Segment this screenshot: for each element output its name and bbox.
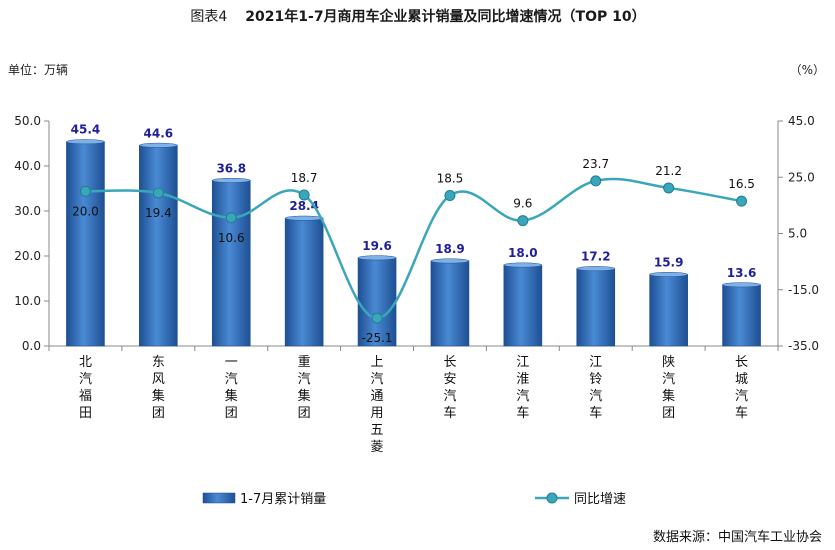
category-label: 江铃汽车 <box>589 355 602 421</box>
line-point <box>79 185 91 197</box>
bar-top <box>722 282 761 288</box>
left-tick-label: 40.0 <box>14 159 41 173</box>
right-tick-label: 5.0 <box>788 227 807 241</box>
line-value-label: -25.1 <box>362 331 393 345</box>
line-point <box>736 195 748 207</box>
right-tick-label: -35.0 <box>788 339 819 353</box>
left-tick-label: 20.0 <box>14 249 41 263</box>
bar <box>722 284 761 347</box>
bar-data-labels: 45.4 44.636.828.419.6 18.9 18.0 17.2 15.913.6 <box>71 123 757 280</box>
line-point <box>152 187 164 199</box>
bar-top <box>357 255 397 261</box>
line-value-label: 18.7 <box>291 171 318 185</box>
bar-value-label: 18.9 <box>435 242 465 256</box>
bar-top <box>649 272 688 277</box>
line-value-label: 19.4 <box>145 206 172 220</box>
right-axis-ticks: -35.0 -15.0 5.0 25.0 45.0 <box>778 114 819 353</box>
bar-value-label: 17.2 <box>581 250 611 264</box>
right-axis-unit: （%） <box>790 63 825 77</box>
legend: 1-7月累计销量 同比增速 <box>202 492 626 507</box>
right-tick-label: -15.0 <box>788 283 819 297</box>
legend-bar-label: 1-7月累计销量 <box>240 492 326 507</box>
line-value-label: 20.0 <box>72 204 99 218</box>
bar-value-label: 19.6 <box>362 239 392 253</box>
chart-title: 图表4 2021年1-7月商用车企业累计销量及同比增速情况（TOP 10） <box>190 8 645 25</box>
left-axis-ticks: 0.0 10.0 20.0 30.0 40.0 50.0 <box>14 114 49 353</box>
line-value-label: 16.5 <box>728 177 755 191</box>
left-tick-label: 0.0 <box>22 339 41 353</box>
right-tick-label: 25.0 <box>788 170 815 184</box>
line-series <box>79 175 748 324</box>
bar-top <box>212 177 251 183</box>
bar-top <box>503 262 543 268</box>
bar <box>503 264 543 347</box>
line-value-label: 23.7 <box>582 157 609 171</box>
category-label: 陕汽集团 <box>662 355 675 421</box>
legend-line-marker <box>546 492 558 504</box>
bar <box>66 141 105 347</box>
bar <box>139 145 178 347</box>
line-point <box>663 182 675 194</box>
bar-series <box>66 139 761 347</box>
left-tick-label: 10.0 <box>14 294 41 308</box>
bar <box>576 268 616 347</box>
category-label: 上汽通用五菱 <box>371 355 384 455</box>
category-label: 长安汽车 <box>443 355 456 421</box>
title-main: 2021年1-7月商用车企业累计销量及同比增速情况（TOP 10） <box>245 8 645 25</box>
line-point <box>444 190 456 202</box>
line-value-label: 10.6 <box>218 231 245 245</box>
right-tick-label: 45.0 <box>788 114 815 128</box>
category-label: 北汽福田 <box>79 355 92 421</box>
category-label: 长城汽车 <box>735 355 748 421</box>
line-data-labels: 20.0 19.4 10.6 18.7 -25.1 18.5 9.6 23.7 21.2 16.5 <box>72 157 755 345</box>
bar <box>649 274 688 347</box>
category-label: 一汽集团 <box>225 355 238 421</box>
bar-top <box>284 215 324 221</box>
left-axis-unit: 单位：万辆 <box>8 62 68 77</box>
legend-line-label: 同比增速 <box>574 492 626 507</box>
left-tick-label: 30.0 <box>14 204 41 218</box>
line-value-label: 18.5 <box>437 172 464 186</box>
bar-value-label: 36.8 <box>216 161 246 175</box>
bar-top <box>139 142 178 148</box>
category-label: 江淮汽车 <box>516 355 529 421</box>
left-tick-label: 50.0 <box>14 114 41 128</box>
growth-line <box>85 177 742 320</box>
title-prefix: 图表4 <box>190 9 227 25</box>
bar <box>430 260 470 347</box>
bar-value-label: 18.0 <box>508 246 538 260</box>
bar-top <box>430 258 470 264</box>
line-value-label: 21.2 <box>655 164 682 178</box>
line-point <box>517 215 529 227</box>
category-label: 重汽集团 <box>298 354 311 421</box>
bar-value-label: 13.6 <box>727 266 757 280</box>
bar-value-label: 45.4 <box>71 123 101 137</box>
bar-value-label: 44.6 <box>144 126 174 140</box>
source-note: 数据来源：中国汽车工业协会 <box>653 529 822 545</box>
line-point <box>590 175 602 187</box>
category-label: 东风集团 <box>152 355 165 421</box>
line-point <box>298 189 310 201</box>
bar-top <box>66 139 105 145</box>
bar <box>284 217 324 347</box>
bar-top <box>576 266 615 272</box>
bar <box>211 180 251 347</box>
legend-bar-swatch <box>202 492 236 504</box>
category-labels: 北汽福田 东风集团 一汽集团 重汽集团 上汽通用五菱 长安汽车 江淮汽车 江铃汽车 陕汽集团 长城… <box>48 346 779 455</box>
bar-value-label: 15.9 <box>654 255 684 269</box>
line-point <box>371 312 383 324</box>
line-value-label: 9.6 <box>513 197 532 211</box>
line-point <box>225 212 237 224</box>
